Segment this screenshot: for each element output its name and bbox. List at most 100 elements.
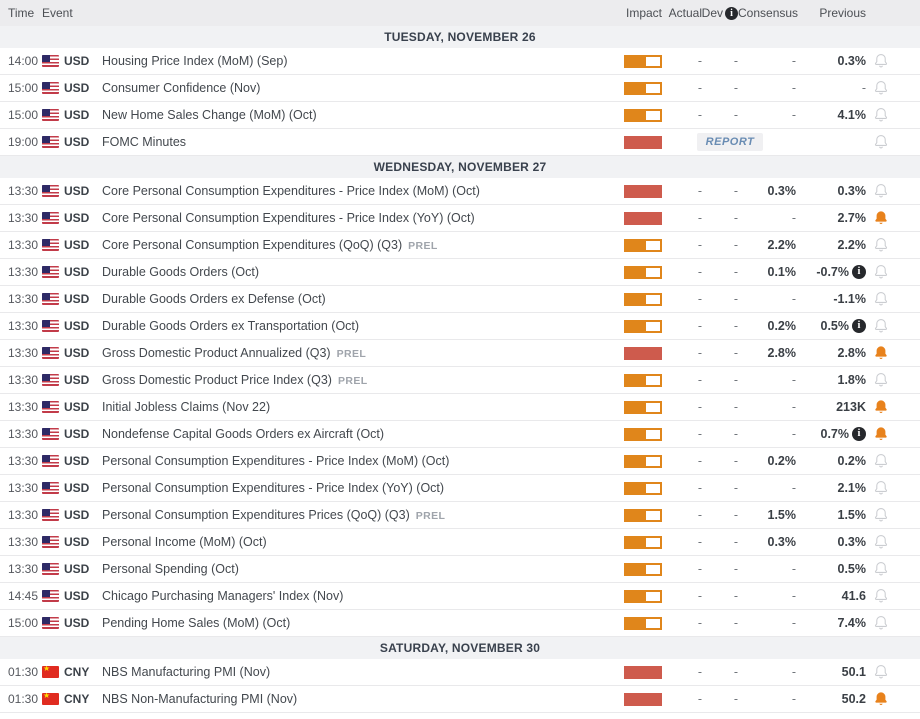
- event-row[interactable]: 13:30 USD Personal Spending (Oct) - - - …: [0, 556, 920, 583]
- event-row[interactable]: 13:30 USD Personal Consumption Expenditu…: [0, 475, 920, 502]
- notification-bell-icon[interactable]: [866, 425, 890, 443]
- deviation-value: -: [733, 616, 738, 630]
- event-row[interactable]: 13:30 USD Core Personal Consumption Expe…: [0, 178, 920, 205]
- event-row[interactable]: 19:00 USD FOMC Minutes REPORT: [0, 129, 920, 156]
- us-flag-icon: [42, 82, 59, 94]
- event-name[interactable]: Personal Spending (Oct): [102, 562, 624, 576]
- impact-bar-icon: [624, 454, 662, 468]
- impact-bar-icon: [624, 184, 662, 198]
- event-row[interactable]: 01:30 CNY NBS Manufacturing PMI (Nov) - …: [0, 659, 920, 686]
- event-row[interactable]: 01:30 CNY NBS Non-Manufacturing PMI (Nov…: [0, 686, 920, 713]
- dev-info-icon[interactable]: i: [725, 6, 738, 20]
- event-name[interactable]: New Home Sales Change (MoM) (Oct): [102, 108, 624, 122]
- event-name[interactable]: Gross Domestic Product Annualized (Q3) P…: [102, 346, 624, 360]
- notification-bell-icon[interactable]: [866, 690, 890, 708]
- event-name[interactable]: Gross Domestic Product Price Index (Q3) …: [102, 373, 624, 387]
- notification-bell-icon[interactable]: [866, 317, 890, 335]
- event-name[interactable]: Personal Consumption Expenditures - Pric…: [102, 454, 624, 468]
- event-name[interactable]: Durable Goods Orders (Oct): [102, 265, 624, 279]
- event-row[interactable]: 14:00 USD Housing Price Index (MoM) (Sep…: [0, 48, 920, 75]
- column-header-dev-label: Dev: [701, 6, 723, 20]
- previous-value: 7.4%: [796, 616, 867, 630]
- event-name[interactable]: Personal Consumption Expenditures - Pric…: [102, 481, 624, 495]
- event-row[interactable]: 13:30 USD Durable Goods Orders (Oct) - -…: [0, 259, 920, 286]
- impact-indicator: [624, 692, 664, 706]
- event-row[interactable]: 13:30 USD Core Personal Consumption Expe…: [0, 205, 920, 232]
- notification-bell-icon[interactable]: [866, 533, 890, 551]
- us-flag-icon: [42, 293, 59, 305]
- notification-bell-icon[interactable]: [866, 290, 890, 308]
- event-row[interactable]: 13:30 USD Gross Domestic Product Price I…: [0, 367, 920, 394]
- event-time: 13:30: [8, 400, 39, 414]
- actual-value: -: [697, 265, 702, 279]
- event-row[interactable]: 13:30 USD Personal Income (MoM) (Oct) - …: [0, 529, 920, 556]
- notification-bell-icon[interactable]: [866, 663, 890, 681]
- event-name[interactable]: NBS Manufacturing PMI (Nov): [102, 665, 624, 679]
- event-row[interactable]: 13:30 USD Gross Domestic Product Annuali…: [0, 340, 920, 367]
- impact-bar-icon: [624, 481, 662, 495]
- currency-code: USD: [64, 81, 90, 95]
- event-row[interactable]: 13:30 USD Personal Consumption Expenditu…: [0, 502, 920, 529]
- event-name[interactable]: Personal Consumption Expenditures Prices…: [102, 508, 624, 522]
- event-row[interactable]: 14:45 USD Chicago Purchasing Managers' I…: [0, 583, 920, 610]
- notification-bell-icon[interactable]: [866, 52, 890, 70]
- event-row[interactable]: 13:30 USD Personal Consumption Expenditu…: [0, 448, 920, 475]
- event-name[interactable]: NBS Non-Manufacturing PMI (Nov): [102, 692, 624, 706]
- info-icon[interactable]: i: [852, 319, 866, 333]
- event-name[interactable]: Core Personal Consumption Expenditures (…: [102, 238, 624, 252]
- event-name[interactable]: Initial Jobless Claims (Nov 22): [102, 400, 624, 414]
- event-name[interactable]: Pending Home Sales (MoM) (Oct): [102, 616, 624, 630]
- event-name[interactable]: Durable Goods Orders ex Transportation (…: [102, 319, 624, 333]
- event-row[interactable]: 13:30 USD Durable Goods Orders ex Transp…: [0, 313, 920, 340]
- currency-code: USD: [64, 562, 90, 576]
- impact-indicator: [624, 481, 664, 495]
- event-name[interactable]: Chicago Purchasing Managers' Index (Nov): [102, 589, 624, 603]
- currency-code: USD: [64, 211, 90, 225]
- notification-bell-icon[interactable]: [866, 452, 890, 470]
- impact-indicator: [624, 238, 664, 252]
- deviation-value: -: [733, 346, 738, 360]
- impact-indicator: [624, 665, 664, 679]
- event-name[interactable]: Nondefense Capital Goods Orders ex Aircr…: [102, 427, 624, 441]
- notification-bell-icon[interactable]: [866, 506, 890, 524]
- info-icon[interactable]: i: [852, 427, 866, 441]
- event-name[interactable]: Personal Income (MoM) (Oct): [102, 535, 624, 549]
- notification-bell-icon[interactable]: [866, 398, 890, 416]
- notification-bell-icon[interactable]: [866, 371, 890, 389]
- notification-bell-icon[interactable]: [866, 236, 890, 254]
- notification-bell-icon[interactable]: [866, 560, 890, 578]
- report-link[interactable]: REPORT: [696, 133, 764, 151]
- notification-bell-icon[interactable]: [866, 614, 890, 632]
- event-row[interactable]: 13:30 USD Initial Jobless Claims (Nov 22…: [0, 394, 920, 421]
- notification-bell-icon[interactable]: [866, 106, 890, 124]
- previous-value-text: 213K: [836, 400, 866, 414]
- notification-bell-icon[interactable]: [866, 587, 890, 605]
- event-row[interactable]: 13:30 USD Core Personal Consumption Expe…: [0, 232, 920, 259]
- event-name-text: Personal Spending (Oct): [102, 562, 239, 576]
- event-name[interactable]: Core Personal Consumption Expenditures -…: [102, 211, 624, 225]
- event-row[interactable]: 15:00 USD New Home Sales Change (MoM) (O…: [0, 102, 920, 129]
- us-flag-icon: [42, 185, 59, 197]
- notification-bell-icon[interactable]: [866, 344, 890, 362]
- notification-bell-icon[interactable]: [866, 133, 890, 151]
- currency-code: USD: [64, 481, 90, 495]
- event-row[interactable]: 15:00 USD Consumer Confidence (Nov) - - …: [0, 75, 920, 102]
- info-icon[interactable]: i: [852, 265, 866, 279]
- cn-flag-icon: [42, 693, 59, 705]
- event-name-text: FOMC Minutes: [102, 135, 187, 149]
- event-row[interactable]: 15:00 USD Pending Home Sales (MoM) (Oct)…: [0, 610, 920, 637]
- event-name[interactable]: Core Personal Consumption Expenditures -…: [102, 184, 624, 198]
- notification-bell-icon[interactable]: [866, 209, 890, 227]
- event-row[interactable]: 13:30 USD Durable Goods Orders ex Defens…: [0, 286, 920, 313]
- actual-value: -: [697, 81, 702, 95]
- notification-bell-icon[interactable]: [866, 263, 890, 281]
- event-name[interactable]: Consumer Confidence (Nov): [102, 81, 624, 95]
- event-name[interactable]: Housing Price Index (MoM) (Sep): [102, 54, 624, 68]
- notification-bell-icon[interactable]: [866, 182, 890, 200]
- event-row[interactable]: 13:30 USD Nondefense Capital Goods Order…: [0, 421, 920, 448]
- deviation-value: -: [733, 481, 738, 495]
- notification-bell-icon[interactable]: [866, 79, 890, 97]
- notification-bell-icon[interactable]: [866, 479, 890, 497]
- event-name[interactable]: FOMC Minutes: [102, 135, 624, 149]
- event-name[interactable]: Durable Goods Orders ex Defense (Oct): [102, 292, 624, 306]
